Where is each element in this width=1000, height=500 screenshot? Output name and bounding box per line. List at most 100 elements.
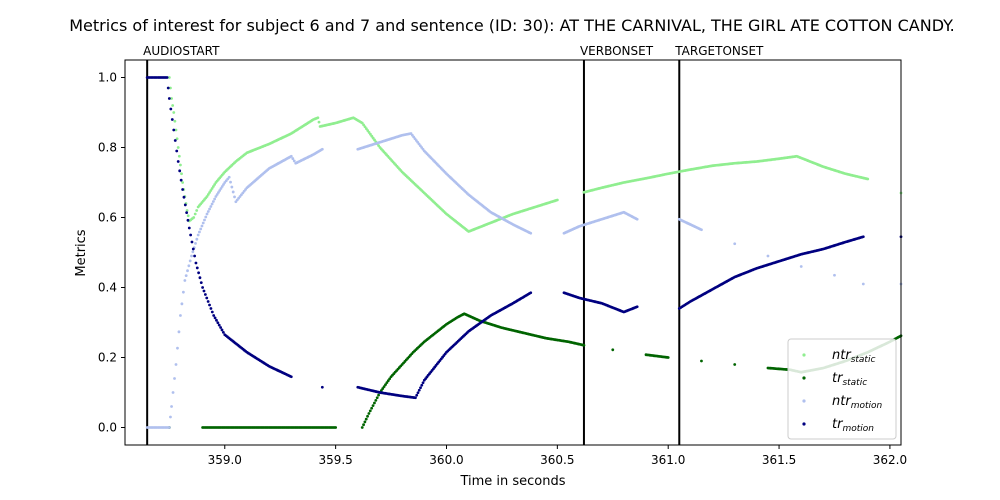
data-point bbox=[386, 379, 390, 383]
data-point bbox=[175, 137, 179, 141]
data-point bbox=[208, 207, 211, 211]
data-point bbox=[173, 139, 177, 142]
data-point bbox=[861, 282, 865, 286]
data-point bbox=[177, 154, 181, 158]
data-point bbox=[375, 396, 379, 400]
plot-frame bbox=[124, 59, 902, 446]
data-point bbox=[382, 385, 386, 388]
data-point bbox=[179, 178, 183, 182]
y-tick-label: 0.8 bbox=[98, 141, 117, 155]
data-point bbox=[210, 310, 214, 314]
data-point bbox=[419, 386, 422, 390]
data-point bbox=[370, 406, 374, 410]
data-point bbox=[194, 261, 198, 265]
data-point bbox=[183, 279, 187, 282]
data-point bbox=[173, 377, 176, 380]
data-point bbox=[206, 210, 210, 213]
data-point bbox=[165, 76, 169, 79]
data-point bbox=[416, 391, 420, 395]
data-point bbox=[220, 185, 224, 188]
data-point bbox=[289, 154, 293, 158]
data-point bbox=[186, 269, 189, 273]
data-point bbox=[320, 147, 324, 151]
data-point bbox=[362, 423, 365, 427]
data-point bbox=[209, 205, 213, 208]
legend-label-tr-static: trstatic bbox=[832, 371, 867, 388]
data-point bbox=[635, 305, 639, 309]
data-point bbox=[209, 307, 213, 310]
data-point bbox=[192, 216, 196, 219]
data-point bbox=[203, 218, 206, 222]
data-point bbox=[733, 242, 737, 246]
data-point bbox=[368, 409, 372, 413]
data-point bbox=[167, 97, 171, 100]
data-point bbox=[187, 264, 191, 268]
data-point bbox=[177, 330, 181, 334]
data-point bbox=[201, 221, 205, 225]
data-point bbox=[216, 321, 220, 325]
data-point bbox=[172, 111, 176, 114]
data-point bbox=[388, 377, 392, 381]
data-point bbox=[421, 381, 425, 385]
data-point bbox=[289, 375, 293, 379]
data-point bbox=[176, 146, 180, 149]
data-point bbox=[833, 273, 836, 277]
data-point bbox=[414, 396, 417, 400]
data-point bbox=[799, 265, 803, 268]
data-point bbox=[320, 385, 324, 389]
data-point bbox=[172, 128, 176, 132]
data-point bbox=[415, 393, 419, 397]
data-point bbox=[227, 175, 231, 179]
legend-box bbox=[787, 338, 897, 440]
x-tick-label: 362.0 bbox=[873, 453, 907, 467]
data-point bbox=[193, 212, 197, 216]
data-point bbox=[363, 420, 367, 424]
data-point bbox=[379, 389, 383, 392]
data-point bbox=[213, 197, 217, 201]
legend-marker bbox=[802, 399, 806, 403]
data-point bbox=[291, 157, 295, 160]
legend-marker bbox=[802, 376, 806, 380]
data-point bbox=[188, 259, 192, 263]
data-point bbox=[204, 215, 208, 219]
data-point bbox=[179, 314, 182, 317]
data-point bbox=[205, 195, 209, 198]
data-point bbox=[214, 195, 218, 198]
data-point bbox=[230, 185, 234, 189]
data-point bbox=[180, 302, 184, 306]
data-point bbox=[190, 254, 193, 258]
data-point bbox=[170, 405, 173, 408]
data-point bbox=[196, 233, 200, 237]
data-point bbox=[367, 412, 371, 415]
data-point bbox=[169, 415, 172, 419]
data-point bbox=[700, 359, 703, 363]
data-point bbox=[176, 160, 180, 163]
data-point bbox=[529, 291, 533, 295]
data-point bbox=[185, 209, 189, 212]
data-point bbox=[381, 387, 385, 390]
data-point bbox=[211, 200, 215, 203]
data-point bbox=[866, 177, 870, 181]
event-label-audiostart: AUDIOSTART bbox=[143, 44, 220, 58]
data-point bbox=[184, 274, 188, 277]
data-point bbox=[169, 107, 173, 111]
data-point bbox=[182, 195, 186, 199]
data-point bbox=[317, 120, 321, 124]
y-tick-label: 0.0 bbox=[98, 421, 117, 435]
data-point bbox=[198, 230, 201, 234]
data-point bbox=[385, 381, 389, 385]
data-point bbox=[217, 323, 221, 327]
data-point bbox=[635, 217, 639, 221]
data-point bbox=[183, 203, 187, 207]
y-axis-label: Metrics bbox=[74, 229, 89, 276]
data-point bbox=[206, 193, 210, 196]
data-point bbox=[169, 86, 172, 90]
data-point bbox=[420, 383, 424, 387]
data-point bbox=[195, 266, 199, 270]
data-point bbox=[211, 185, 215, 188]
data-point bbox=[213, 183, 217, 186]
data-point bbox=[173, 119, 177, 123]
series-ntr-static bbox=[167, 76, 903, 233]
data-point bbox=[555, 198, 559, 202]
x-axis-label: Time in seconds bbox=[459, 474, 565, 489]
